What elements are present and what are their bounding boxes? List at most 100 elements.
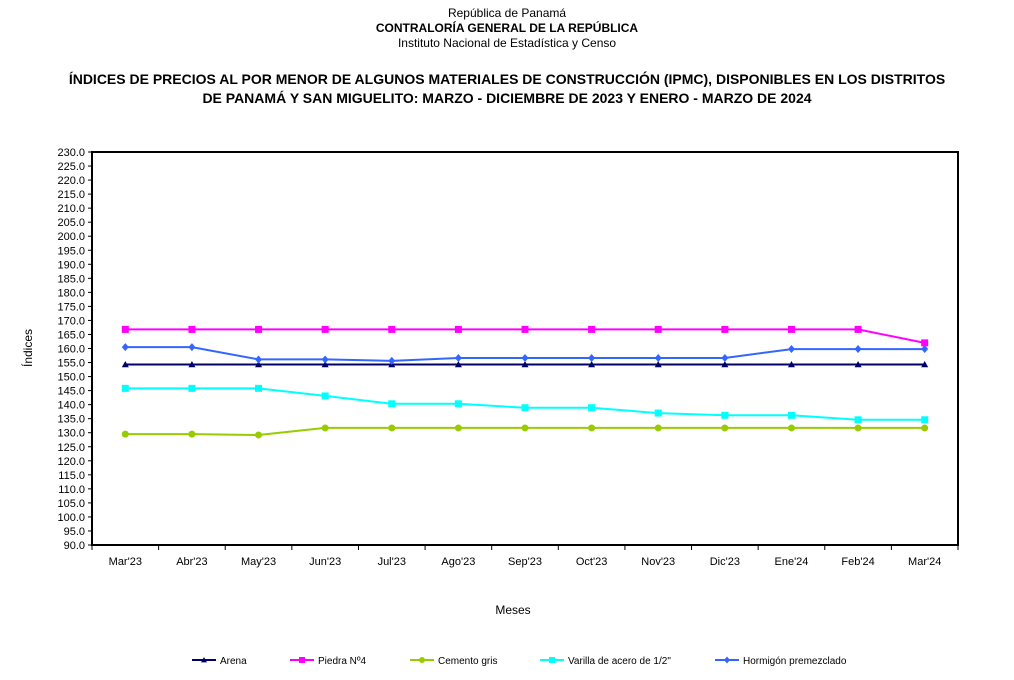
data-point-marker xyxy=(321,325,329,333)
data-point-marker xyxy=(419,657,425,663)
y-axis-label: Índices xyxy=(20,329,35,367)
data-point-marker xyxy=(321,355,329,364)
data-point-marker xyxy=(188,361,196,368)
institute-name: Instituto Nacional de Estadística y Cens… xyxy=(397,36,617,50)
y-tick-label: 115.0 xyxy=(58,470,85,482)
y-tick-label: 175.0 xyxy=(57,301,85,313)
y-tick-label: 125.0 xyxy=(57,442,85,454)
data-point-marker xyxy=(299,657,305,663)
data-point-marker xyxy=(121,361,129,368)
institution-name: CONTRALORÍA GENERAL DE LA REPÚBLICA xyxy=(375,21,639,35)
country-name: República de Panamá xyxy=(447,6,567,20)
legend-item: Hormigón premezclado xyxy=(715,656,847,667)
y-tick-label: 210.0 xyxy=(57,203,85,215)
data-point-marker xyxy=(721,325,729,333)
x-tick-label: Sep'23 xyxy=(508,556,542,568)
y-tick-label: 120.0 xyxy=(57,456,85,468)
y-tick-label: 195.0 xyxy=(57,245,85,257)
legend: Arena Piedra Nº4 Cemento gris Varilla de ac… xyxy=(192,656,847,667)
data-point-marker xyxy=(921,361,929,368)
data-point-marker xyxy=(388,356,396,365)
y-tick-label: 155.0 xyxy=(57,358,85,370)
x-tick-label: Mar'23 xyxy=(109,556,142,568)
data-point-marker xyxy=(588,404,596,412)
data-point-marker xyxy=(654,354,662,363)
data-point-marker xyxy=(787,325,795,333)
data-point-marker xyxy=(321,424,329,432)
data-point-marker xyxy=(388,400,396,408)
y-tick-label: 140.0 xyxy=(57,400,85,412)
legend-label: Hormigón premezclado xyxy=(743,656,847,667)
y-tick-label: 180.0 xyxy=(57,287,85,299)
x-tick-label: Feb'24 xyxy=(841,556,874,568)
data-point-marker xyxy=(121,384,129,392)
y-tick-label: 215.0 xyxy=(57,189,85,201)
data-point-marker xyxy=(787,361,795,368)
data-point-marker xyxy=(255,431,263,439)
data-point-marker xyxy=(721,411,729,419)
y-tick-label: 150.0 xyxy=(57,372,85,384)
y-tick-label: 165.0 xyxy=(57,329,85,341)
x-tick-label: Jul'23 xyxy=(378,556,406,568)
data-point-marker xyxy=(454,354,462,363)
legend-item: Arena xyxy=(192,656,247,667)
series-0 xyxy=(121,361,929,368)
data-point-marker xyxy=(521,424,529,432)
x-tick-label: Jun'23 xyxy=(309,556,341,568)
legend-item: Cemento gris xyxy=(410,656,497,667)
y-tick-label: 185.0 xyxy=(57,273,85,285)
data-point-marker xyxy=(854,325,862,333)
y-tick-label: 200.0 xyxy=(57,231,85,243)
series-3 xyxy=(121,384,929,424)
data-point-marker xyxy=(255,361,263,368)
series-1 xyxy=(121,325,929,347)
data-point-marker xyxy=(121,343,129,352)
data-point-marker xyxy=(921,339,929,347)
data-point-marker xyxy=(188,430,196,438)
legend-item: Varilla de acero de 1/2" xyxy=(540,656,671,667)
data-point-marker xyxy=(454,325,462,333)
data-point-marker xyxy=(388,325,396,333)
x-axis-ticks: Mar'23 Abr'23 May'23 Jun'23 Jul'23 Ago'23 Sep'… xyxy=(91,545,959,568)
data-point-marker xyxy=(255,355,263,364)
data-point-marker xyxy=(654,325,662,333)
y-tick-label: 130.0 xyxy=(57,428,85,440)
data-point-marker xyxy=(121,325,129,333)
data-point-marker xyxy=(588,424,596,432)
data-point-marker xyxy=(588,354,596,363)
data-point-marker xyxy=(724,656,730,664)
data-point-marker xyxy=(188,343,196,352)
y-tick-label: 95.0 xyxy=(64,526,85,538)
data-point-marker xyxy=(255,325,263,333)
x-tick-label: Ene'24 xyxy=(775,556,809,568)
data-point-marker xyxy=(787,411,795,419)
data-point-marker xyxy=(321,392,329,400)
data-point-marker xyxy=(521,354,529,363)
x-tick-label: Mar'24 xyxy=(908,556,941,568)
data-point-marker xyxy=(549,657,555,663)
data-point-marker xyxy=(921,424,929,432)
data-point-marker xyxy=(721,424,729,432)
y-tick-label: 135.0 xyxy=(57,414,85,426)
chart-title-line-2: DE PANAMÁ Y SAN MIGUELITO: MARZO - DICIE… xyxy=(202,90,812,106)
data-point-marker xyxy=(454,400,462,408)
series-2 xyxy=(121,424,929,439)
data-point-marker xyxy=(854,361,862,368)
y-tick-label: 230.0 xyxy=(57,147,85,159)
data-point-marker xyxy=(188,325,196,333)
x-tick-label: Abr'23 xyxy=(176,556,207,568)
data-point-marker xyxy=(921,416,929,424)
data-point-marker xyxy=(521,361,529,368)
x-tick-label: Nov'23 xyxy=(641,556,675,568)
x-tick-label: Oct'23 xyxy=(576,556,607,568)
data-point-marker xyxy=(388,424,396,432)
data-point-marker xyxy=(588,361,596,368)
data-point-marker xyxy=(721,361,729,368)
data-point-marker xyxy=(188,384,196,392)
data-point-marker xyxy=(201,657,207,663)
y-tick-label: 160.0 xyxy=(57,344,85,356)
data-point-marker xyxy=(721,354,729,363)
y-tick-label: 90.0 xyxy=(64,540,85,552)
data-point-marker xyxy=(654,424,662,432)
